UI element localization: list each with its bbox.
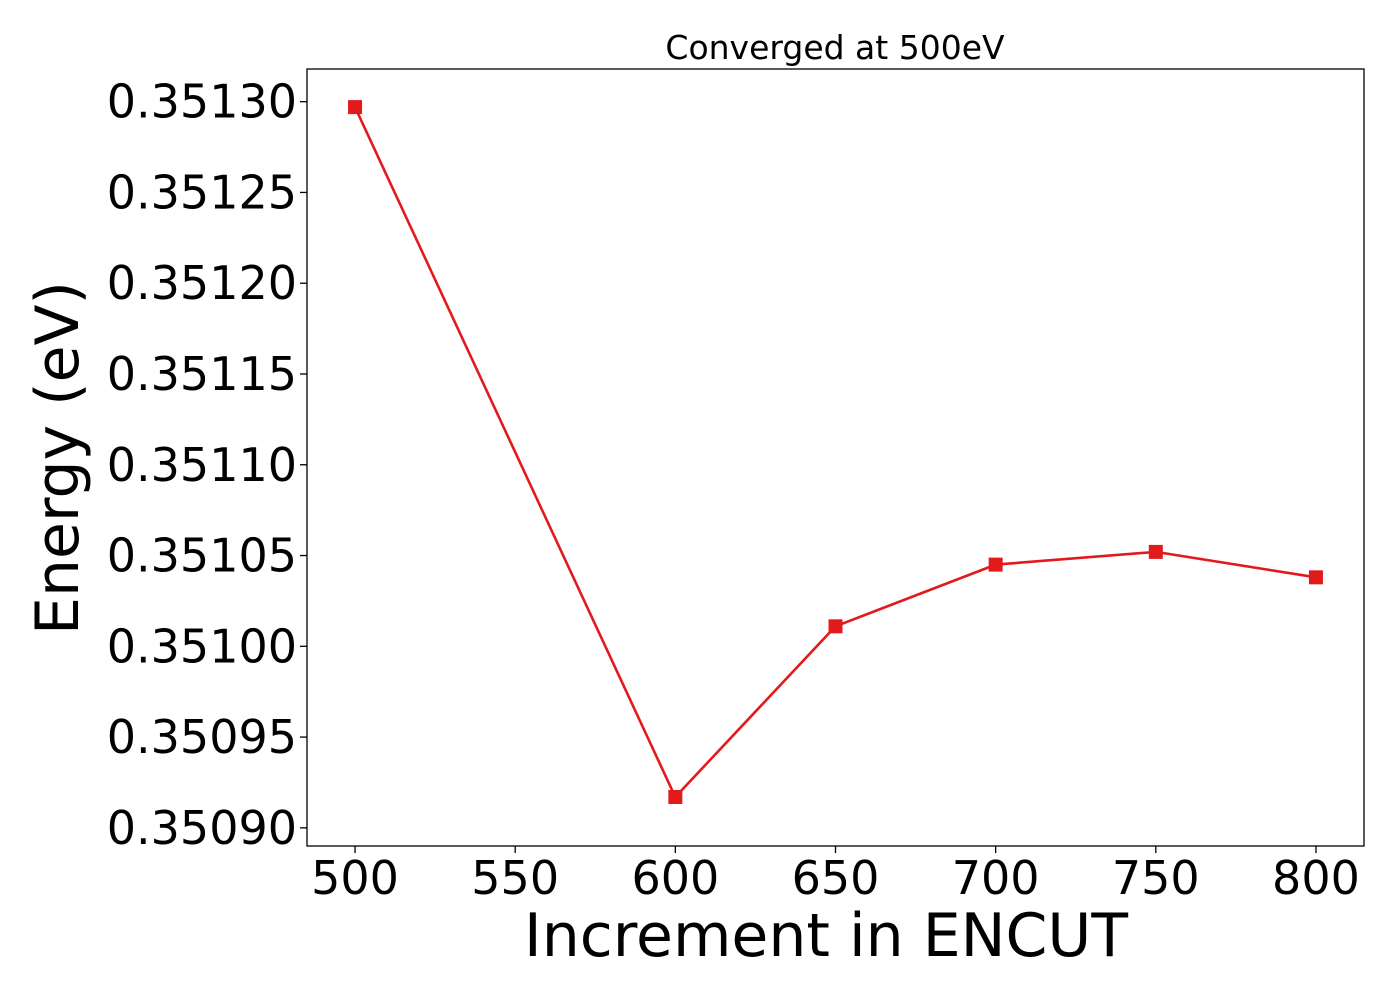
y-axis-title: Energy (eV) [23,281,93,635]
plot-area-frame [306,68,1365,847]
x-tick-label: 750 [1112,851,1200,905]
chart-title: Converged at 500eV [665,28,1005,67]
y-tick-label: 0.35095 [107,710,297,764]
x-tick-label: 600 [631,851,719,905]
x-tick-label: 700 [952,851,1040,905]
x-tick-label: 500 [311,851,399,905]
series-line [353,106,1317,799]
y-tick-label: 0.35120 [107,256,297,310]
y-tick-label: 0.35100 [107,619,297,673]
x-axis-title: Increment in ENCUT [524,901,1128,971]
data-point-marker [1308,570,1323,585]
y-tick-label: 0.35105 [107,529,297,583]
y-tick-label: 0.35125 [107,165,297,219]
x-tick-label: 650 [792,851,880,905]
y-tick-label: 0.35090 [107,801,297,855]
data-point-marker [1148,544,1163,559]
x-tick-label: 550 [471,851,559,905]
data-point-marker [668,789,683,804]
data-point-marker [988,557,1003,572]
y-axis-ticks: 0.35090 0.35095 0.35100 0.35105 0.35110 0.351… [107,75,307,855]
data-point-marker [828,619,843,634]
series-layer [348,100,1323,804]
x-axis-ticks: 500 550 600 650 700 750 800 [311,846,1360,905]
data-point-marker [348,100,363,115]
x-tick-label: 800 [1272,851,1360,905]
y-tick-label: 0.35115 [107,347,297,401]
y-tick-label: 0.35130 [107,75,297,129]
y-tick-label: 0.35110 [107,438,297,492]
